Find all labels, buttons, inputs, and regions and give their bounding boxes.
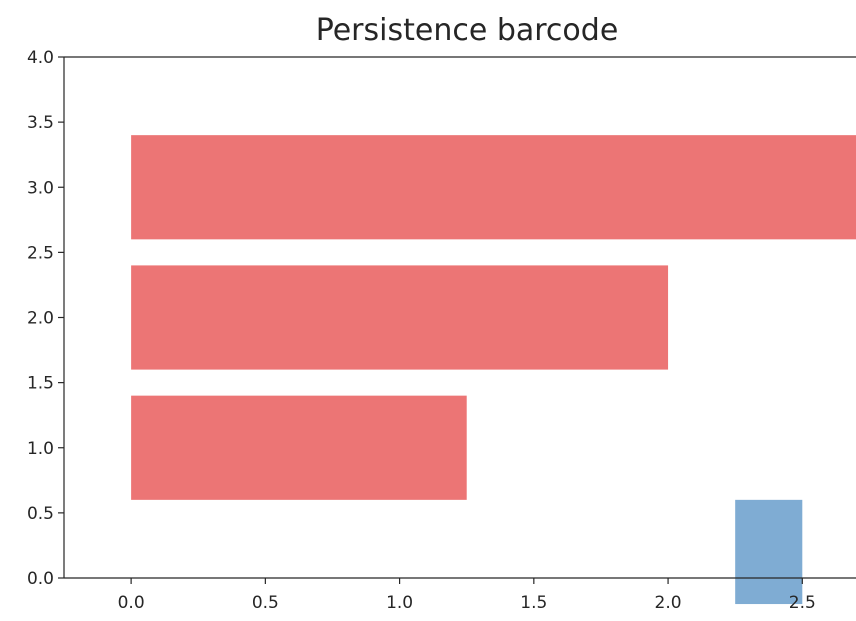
y-tick-label-4: 2.0 (27, 309, 54, 329)
y-tick-label-1: 0.5 (27, 504, 54, 524)
y-tick-label-8: 4.0 (27, 48, 54, 68)
x-tick-label-3: 1.5 (520, 593, 547, 613)
chart-title: Persistence barcode (316, 13, 619, 48)
y-tick-label-2: 1.0 (27, 439, 54, 459)
y-tick-label-6: 3.0 (27, 178, 54, 198)
x-tick-label-1: 0.5 (252, 593, 279, 613)
barcode-bar-3 (131, 135, 856, 240)
x-tick-label-0: 0.0 (118, 593, 145, 613)
barcode-bar-0 (735, 499, 803, 605)
y-ticks: 0.0 0.5 1.0 1.5 2.0 2.5 3.0 3.5 4.0 (27, 48, 64, 589)
y-tick-label-0: 0.0 (27, 569, 54, 589)
x-tick-label-4: 2.0 (655, 593, 682, 613)
bars-layer (131, 135, 856, 605)
x-ticks: 0.0 0.5 1.0 1.5 2.0 2.5 (118, 578, 816, 613)
x-tick-label-2: 1.0 (386, 593, 413, 613)
barcode-bar-1 (131, 395, 467, 500)
barcode-bar-2 (131, 265, 669, 370)
x-tick-label-5: 2.5 (789, 593, 816, 613)
y-tick-label-7: 3.5 (27, 113, 54, 133)
y-tick-label-3: 1.5 (27, 374, 54, 394)
y-tick-label-5: 2.5 (27, 243, 54, 263)
